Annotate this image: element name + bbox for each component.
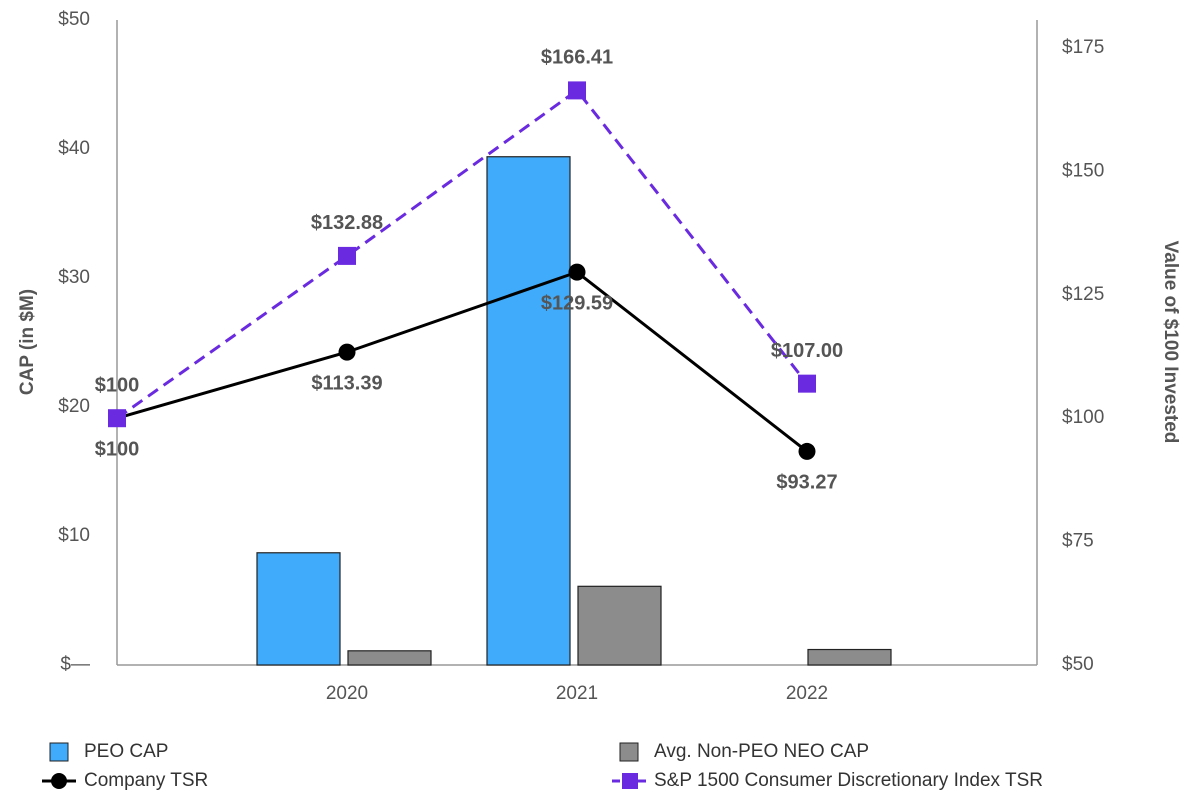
data-label: $132.88 — [311, 212, 383, 234]
y-tick-label: $30 — [58, 267, 90, 288]
y-tick-label: $10 — [58, 525, 90, 546]
marker — [568, 263, 586, 281]
legend-swatch — [49, 742, 69, 762]
y-tick-label: $— — [60, 654, 90, 675]
data-label: $113.39 — [311, 372, 382, 394]
y-tick-label: $50 — [58, 9, 90, 30]
y2-tick-label: $125 — [1062, 284, 1104, 305]
legend-swatch — [619, 742, 639, 762]
marker — [798, 442, 816, 460]
bar — [256, 552, 341, 666]
bar — [577, 585, 662, 666]
line — [116, 270, 808, 453]
x-tick-label: 2020 — [326, 683, 368, 704]
legend-label: Company TSR — [84, 770, 208, 791]
y2-tick-label: $75 — [1062, 531, 1094, 552]
marker — [108, 409, 126, 428]
bar — [807, 648, 892, 666]
y-axis-label: CAP (in $M) — [17, 289, 38, 395]
data-label: $100 — [95, 438, 140, 460]
bar — [486, 156, 571, 666]
legend-label: S&P 1500 Consumer Discretionary Index TS… — [654, 770, 1043, 791]
marker — [568, 81, 586, 100]
legend-label: PEO CAP — [84, 741, 168, 762]
data-label: $166.41 — [541, 47, 613, 69]
legend-marker — [622, 773, 638, 789]
data-label: $93.27 — [776, 472, 837, 494]
y2-tick-label: $100 — [1062, 407, 1104, 428]
data-label: $107.00 — [771, 340, 843, 362]
marker — [338, 343, 356, 361]
bar — [347, 650, 432, 666]
legend-label: Avg. Non-PEO NEO CAP — [654, 741, 869, 762]
y2-tick-label: $150 — [1062, 160, 1104, 181]
y2-axis-label: Value of $100 Invested — [1160, 241, 1181, 444]
x-tick-label: 2022 — [786, 683, 828, 704]
y-tick-label: $40 — [58, 138, 90, 159]
data-label: $129.59 — [541, 292, 613, 314]
y2-tick-label: $175 — [1062, 37, 1104, 58]
legend-marker — [51, 773, 67, 789]
marker — [798, 374, 816, 393]
y-tick-label: $20 — [58, 396, 90, 417]
data-label: $100 — [95, 374, 140, 396]
x-tick-label: 2021 — [556, 683, 598, 704]
y2-tick-label: $50 — [1062, 654, 1094, 675]
line — [116, 88, 809, 420]
marker — [338, 246, 356, 265]
